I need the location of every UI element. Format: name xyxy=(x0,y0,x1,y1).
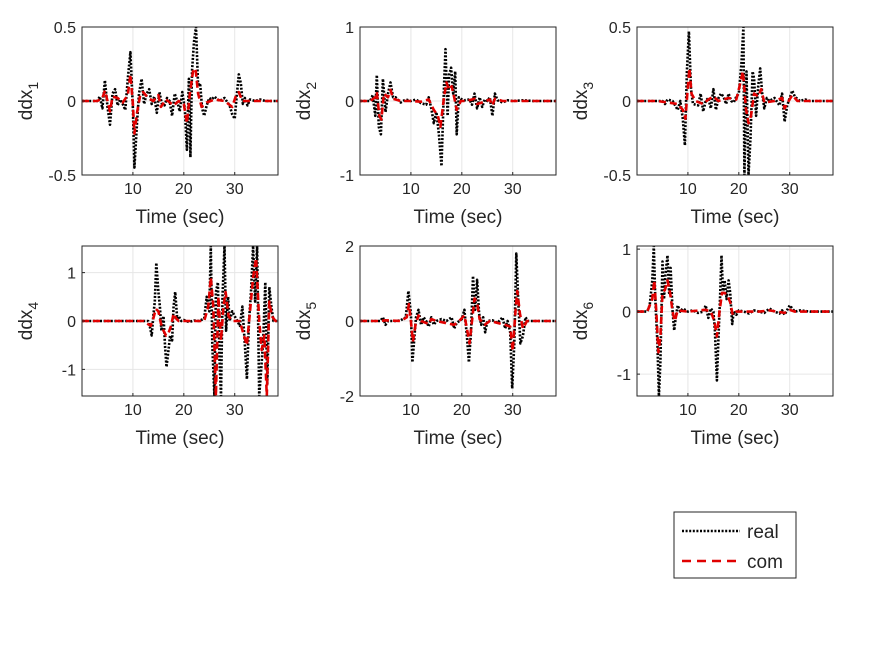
subplot-1-line-real xyxy=(82,27,278,169)
subplot-6-ytick-label-1: 0 xyxy=(622,305,631,322)
subplot-6-line-com xyxy=(637,279,833,354)
subplot-4-xtick-label-2: 30 xyxy=(226,402,244,419)
subplot-1-xtick-label-0: 10 xyxy=(124,181,142,198)
subplot-2-xtick-label-0: 10 xyxy=(402,181,420,198)
subplot-5-xlabel: Time (sec) xyxy=(413,428,502,449)
subplot-4-ylabel-sub: 4 xyxy=(25,302,41,310)
subplot-5: 10 20 30 -2 0 2 Time (sec) ddx5 xyxy=(294,239,557,449)
subplot-2-ylabel: ddx2 xyxy=(294,82,319,121)
subplot-1-xlabel: Time (sec) xyxy=(135,207,224,228)
legend-label-real: real xyxy=(747,522,779,543)
subplot-1-ylabel: ddx1 xyxy=(16,82,41,121)
subplot-6-ytick-label-2: 1 xyxy=(622,242,631,259)
subplot-4-xlabel: Time (sec) xyxy=(135,428,224,449)
subplot-4-line-real xyxy=(82,246,278,396)
subplot-4-ytick-label-2: 1 xyxy=(67,266,76,283)
subplot-5-ytick-label-1: 0 xyxy=(345,314,354,331)
subplot-2-xlabel: Time (sec) xyxy=(413,207,502,228)
subplot-6-ytick-label-0: -1 xyxy=(617,367,631,384)
subplot-6-xtick-label-1: 20 xyxy=(730,402,748,419)
subplot-3: 10 20 30 -0.5 0 0.5 Time (sec) ddx3 xyxy=(571,20,834,228)
subplot-5-ytick-label-0: -2 xyxy=(340,389,354,406)
subplot-3-line-com xyxy=(637,67,833,125)
subplot-3-xlabel: Time (sec) xyxy=(690,207,779,228)
subplot-3-ylabel-base: ddx xyxy=(571,89,592,120)
subplot-4-ylabel-base: ddx xyxy=(16,309,37,340)
subplot-2-series-group xyxy=(360,47,556,168)
subplot-4-ytick-label-1: 0 xyxy=(67,314,76,331)
subplot-3-ytick-label-2: 0.5 xyxy=(609,20,631,37)
subplot-5-xtick-label-1: 20 xyxy=(453,402,471,419)
subplot-2-ytick-label-0: -1 xyxy=(340,168,354,185)
subplot-4: 10 20 30 -1 0 1 Time (sec) ddx4 xyxy=(16,245,279,449)
subplot-3-xtick-label-2: 30 xyxy=(781,181,799,198)
subplot-3-series-group xyxy=(637,27,833,175)
subplot-2-xtick-label-1: 20 xyxy=(453,181,471,198)
subplot-6-ylabel: ddx6 xyxy=(571,302,596,341)
subplot-5-xtick-label-2: 30 xyxy=(504,402,522,419)
subplot-1-xtick-label-2: 30 xyxy=(226,181,244,198)
subplot-3-xtick-label-1: 20 xyxy=(730,181,748,198)
subplot-6-xlabel: Time (sec) xyxy=(690,428,779,449)
subplot-5-ylabel: ddx5 xyxy=(294,302,319,341)
subplot-1-ytick-label-0: -0.5 xyxy=(48,168,76,185)
subplot-1-ytick-label-2: 0.5 xyxy=(54,20,76,37)
subplot-3-xtick-label-0: 10 xyxy=(679,181,697,198)
subplot-1-xtick-label-1: 20 xyxy=(175,181,193,198)
subplot-3-ylabel-sub: 3 xyxy=(580,82,596,90)
subplot-5-xtick-label-0: 10 xyxy=(402,402,420,419)
subplot-2-ylabel-sub: 2 xyxy=(303,82,319,90)
subplot-4-ylabel: ddx4 xyxy=(16,302,41,341)
subplot-2-ylabel-base: ddx xyxy=(294,89,315,120)
subplot-5-ytick-label-2: 2 xyxy=(345,239,354,256)
legend: real com xyxy=(673,511,797,579)
subplot-6-xtick-label-0: 10 xyxy=(679,402,697,419)
subplot-2-line-com xyxy=(360,81,556,129)
subplot-6-series-group xyxy=(637,246,833,396)
subplot-5-ylabel-base: ddx xyxy=(294,309,315,340)
subplot-6-ylabel-sub: 6 xyxy=(580,302,596,310)
subplot-1-ylabel-base: ddx xyxy=(16,89,37,120)
subplot-3-ytick-label-0: -0.5 xyxy=(603,168,631,185)
subplot-3-ylabel: ddx3 xyxy=(571,82,596,121)
subplot-6-ylabel-base: ddx xyxy=(571,309,592,340)
subplot-6-xtick-label-2: 30 xyxy=(781,402,799,419)
subplot-4-xtick-label-1: 20 xyxy=(175,402,193,419)
subplot-1-ytick-label-1: 0 xyxy=(67,94,76,111)
subplot-4-series-group xyxy=(82,246,278,396)
subplot-5-line-com xyxy=(360,289,556,353)
subplot-4-line-com xyxy=(82,256,278,396)
subplot-1-ylabel-sub: 1 xyxy=(25,82,41,90)
subplot-2-xtick-label-2: 30 xyxy=(504,181,522,198)
subplot-2: 10 20 30 -1 0 1 Time (sec) ddx2 xyxy=(294,20,557,228)
subplot-1-series-group xyxy=(82,27,278,169)
subplot-1: 10 20 30 -0.5 0 0.5 Time (sec) ddx1 xyxy=(16,20,279,228)
subplot-6: 10 20 30 -1 0 1 Time (sec) ddx6 xyxy=(571,242,834,449)
subplot-4-ytick-label-0: -1 xyxy=(62,362,76,379)
subplot-4-xtick-label-0: 10 xyxy=(124,402,142,419)
subplot-1-line-com xyxy=(82,67,278,135)
subplot-3-ytick-label-1: 0 xyxy=(622,94,631,111)
legend-box xyxy=(673,511,797,579)
subplot-2-ytick-label-1: 0 xyxy=(345,94,354,111)
subplot-5-series-group xyxy=(360,252,556,390)
subplot-6-axes-frame xyxy=(636,245,834,397)
subplot-5-ylabel-sub: 5 xyxy=(303,302,319,310)
legend-label-com: com xyxy=(747,552,783,573)
subplot-2-ytick-label-2: 1 xyxy=(345,20,354,37)
